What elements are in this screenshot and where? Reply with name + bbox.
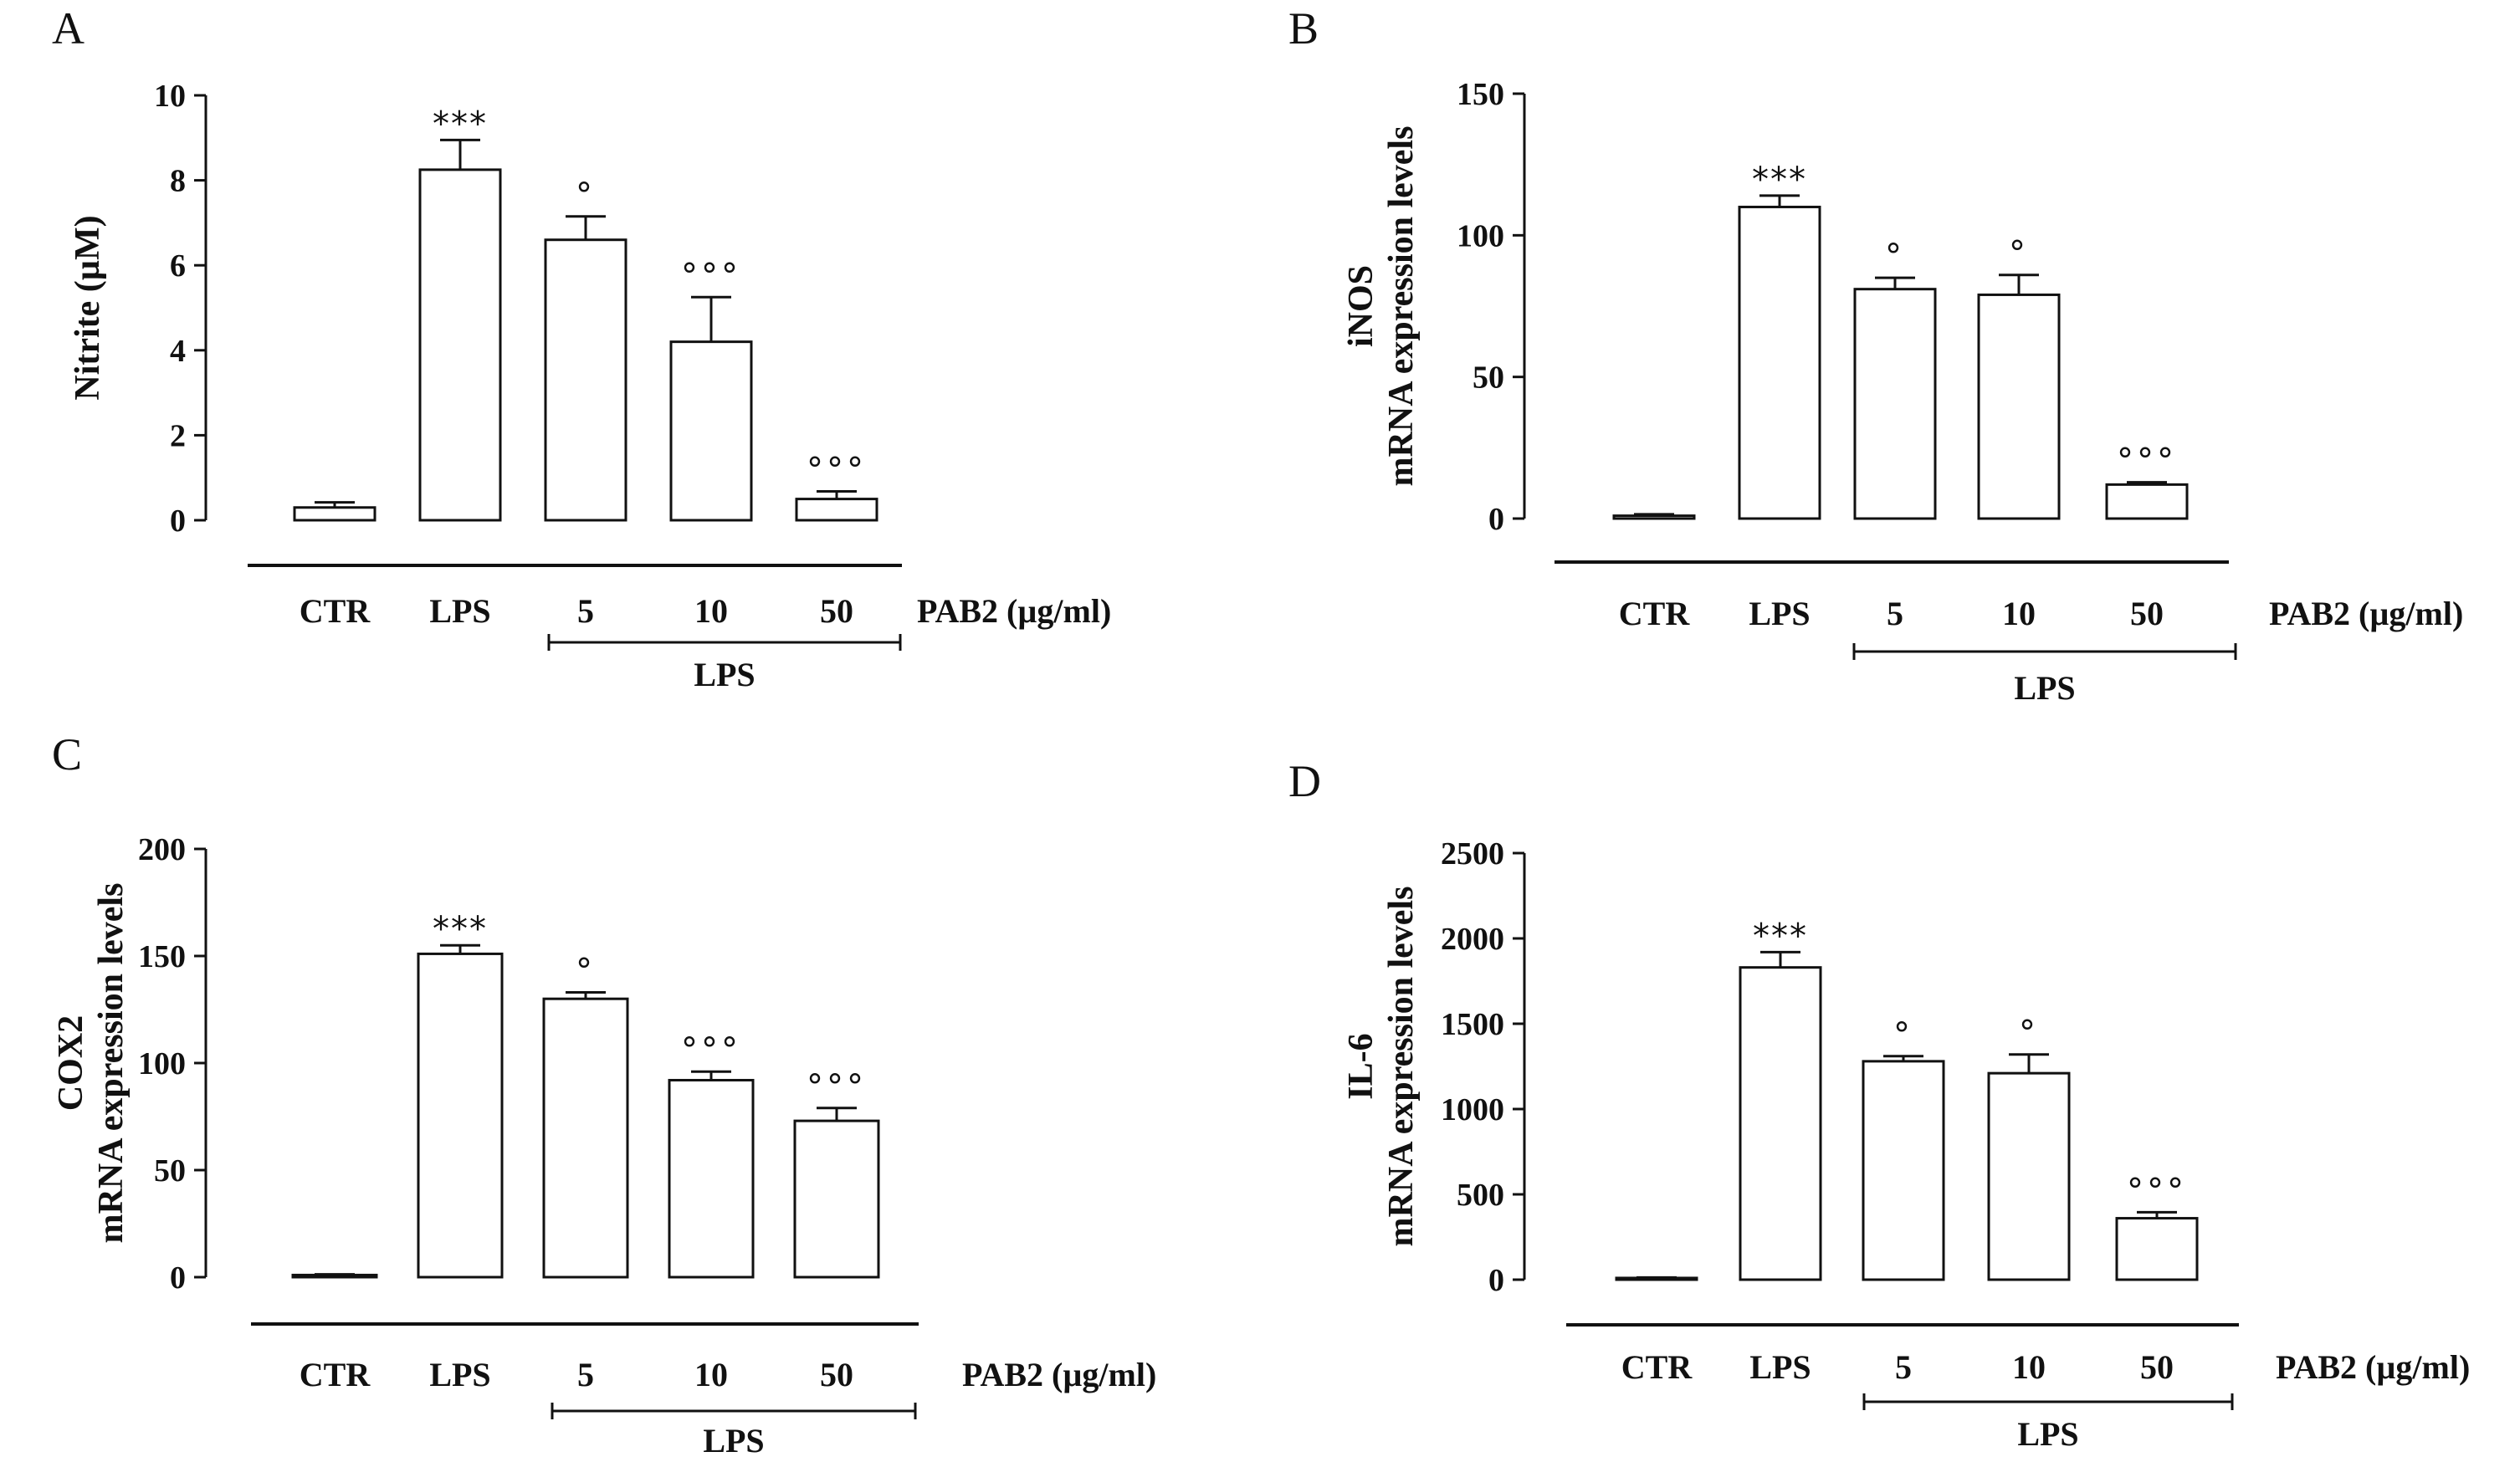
significance-stars: *** <box>433 105 488 143</box>
bar-ctr <box>293 506 376 522</box>
x-category-label: 5 <box>577 592 594 630</box>
y-tick-label: 0 <box>170 1260 186 1296</box>
y-tick-label: 1000 <box>1441 1092 1504 1127</box>
chart-panel-c: C 0 50 100 150 200 COX2 mRNA expression levels C… <box>52 729 1156 1459</box>
panel-letter: B <box>1288 3 1319 54</box>
y-tick-label: 2500 <box>1441 836 1504 872</box>
bar-5 <box>1853 288 1937 520</box>
y-tick-label: 2000 <box>1441 922 1504 957</box>
bar-5 <box>1862 1060 1945 1281</box>
bar-5 <box>544 238 627 522</box>
significance-circles: °°° <box>2127 1172 2187 1210</box>
y-tick-label: 4 <box>170 334 186 369</box>
x-category-label: LPS <box>1749 1348 1811 1386</box>
x-category-label: 10 <box>2012 1348 2046 1386</box>
x-category-label: 50 <box>820 592 853 630</box>
significance-circles: ° <box>2009 235 2029 273</box>
lps-group-label: LPS <box>2014 669 2075 707</box>
y-tick-label: 0 <box>1488 1263 1504 1298</box>
y-tick-label: 6 <box>170 248 186 284</box>
x-category-label: LPS <box>429 592 490 630</box>
bar-10 <box>668 1078 755 1279</box>
panel-letter: C <box>52 729 82 780</box>
significance-circles: °°° <box>681 1031 741 1070</box>
bar-50 <box>2115 1217 2199 1281</box>
y-axis-label: mRNA expression levels <box>92 883 131 1244</box>
x-unit-label: PAB2 (µg/ml) <box>962 1356 1156 1393</box>
y-tick-label: 0 <box>1488 502 1504 537</box>
significance-circles: ° <box>1893 1016 1913 1055</box>
y-tick-label: 50 <box>154 1153 186 1189</box>
y-tick-label: 0 <box>170 504 186 539</box>
y-tick-label: 1500 <box>1441 1007 1504 1042</box>
bar-10 <box>1977 293 2061 520</box>
x-category-label: 5 <box>1895 1348 1912 1386</box>
y-tick-label: 100 <box>1457 218 1504 253</box>
bar-5 <box>542 997 629 1279</box>
bar-50 <box>795 498 878 522</box>
significance-circles: ° <box>2019 1015 2039 1053</box>
y-tick-label: 200 <box>138 832 186 867</box>
y-tick-label: 2 <box>170 418 186 453</box>
y-tick-label: 500 <box>1457 1178 1504 1213</box>
bar-50 <box>2105 483 2189 520</box>
y-axis-label-gene: IL-6 <box>1342 1033 1380 1099</box>
significance-stars: *** <box>433 910 488 948</box>
y-axis-label: Nitrite (µM) <box>69 215 107 400</box>
significance-circles: °°° <box>807 451 867 489</box>
x-category-label: 10 <box>2002 595 2036 632</box>
y-tick-label: 50 <box>1473 360 1504 396</box>
bar-lps <box>417 952 504 1279</box>
significance-stars: *** <box>1752 161 1807 199</box>
y-axis-label: mRNA expression levels <box>1382 126 1421 487</box>
x-category-label: CTR <box>1619 595 1691 632</box>
bar-lps <box>418 168 502 522</box>
y-tick-label: 10 <box>154 79 186 114</box>
x-category-label: LPS <box>429 1356 490 1393</box>
bar-lps <box>1738 205 1821 520</box>
y-axis-label: mRNA expression levels <box>1382 887 1421 1247</box>
lps-group-label: LPS <box>703 1422 764 1459</box>
panel-letter: D <box>1288 756 1321 806</box>
chart-panel-b: B 0 50 100 150 iNOS mRNA expression levels CTR *… <box>1288 3 2463 707</box>
x-unit-label: PAB2 (µg/ml) <box>2276 1348 2470 1386</box>
x-category-label: 5 <box>577 1356 594 1393</box>
x-category-label: 50 <box>2140 1348 2174 1386</box>
significance-circles: ° <box>1885 238 1905 276</box>
x-category-label: CTR <box>1621 1348 1693 1386</box>
y-tick-label: 8 <box>170 164 186 199</box>
bar-ctr <box>1612 514 1696 520</box>
x-category-label: CTR <box>300 592 371 630</box>
significance-circles: °°° <box>681 257 741 295</box>
bar-10 <box>669 340 753 522</box>
x-category-label: LPS <box>1749 595 1810 632</box>
x-category-label: 5 <box>1887 595 1903 632</box>
x-unit-label: PAB2 (µg/ml) <box>917 592 1111 630</box>
bar-lps <box>1739 966 1822 1281</box>
panel-letter: A <box>52 3 85 54</box>
significance-circles: °°° <box>807 1068 867 1107</box>
y-tick-label: 150 <box>1457 77 1504 112</box>
y-axis-label-gene: COX2 <box>52 1015 90 1111</box>
y-axis-label-gene: iNOS <box>1342 265 1380 347</box>
x-category-label: 50 <box>820 1356 853 1393</box>
significance-circles: ° <box>576 176 596 215</box>
chart-panel-a: A 0 2 4 6 8 10 Nitrite (µM) CTR *** LPS ° 5 °°° 10 °°° 5… <box>52 3 1111 693</box>
x-category-label: CTR <box>300 1356 371 1393</box>
significance-stars: *** <box>1753 917 1808 955</box>
y-tick-label: 150 <box>138 939 186 974</box>
x-category-label: 50 <box>2130 595 2164 632</box>
bar-50 <box>793 1119 880 1279</box>
bar-10 <box>1987 1071 2071 1281</box>
x-category-label: 10 <box>694 1356 728 1393</box>
y-tick-label: 100 <box>138 1046 186 1081</box>
x-unit-label: PAB2 (µg/ml) <box>2269 595 2463 632</box>
significance-circles: ° <box>576 953 596 991</box>
chart-panel-d: D 0 500 1000 1500 2000 2500 IL-6 mRNA expression… <box>1288 756 2470 1453</box>
x-category-label: 10 <box>694 592 728 630</box>
lps-group-label: LPS <box>2017 1415 2078 1453</box>
significance-circles: °°° <box>2117 442 2177 481</box>
lps-group-label: LPS <box>694 656 755 693</box>
